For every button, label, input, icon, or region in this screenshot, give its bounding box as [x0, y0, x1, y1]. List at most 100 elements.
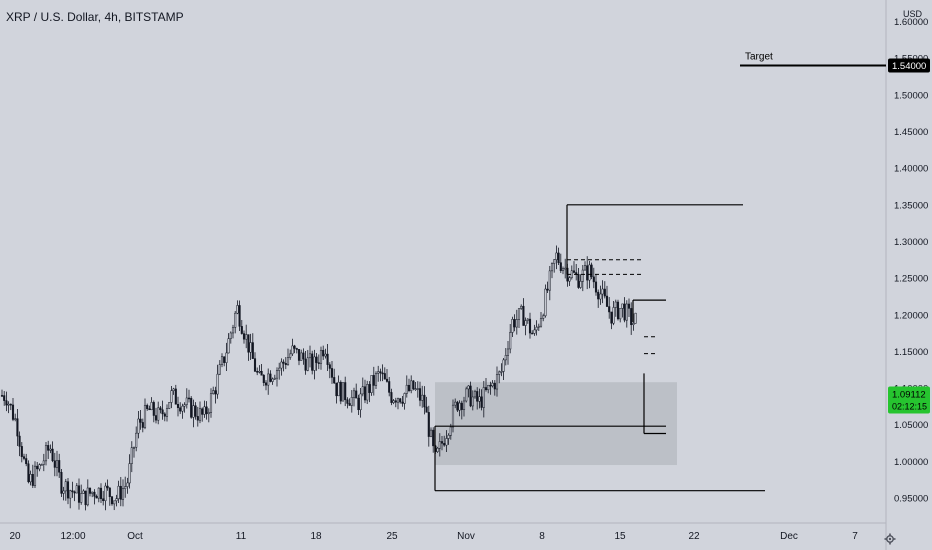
candle-body: [526, 318, 529, 321]
candle-body: [366, 384, 369, 401]
candle-body: [502, 359, 505, 372]
candle-body: [614, 301, 617, 308]
candle-body: [416, 388, 419, 390]
candle-body: [227, 338, 230, 354]
candle-body: [533, 329, 536, 334]
gear-icon[interactable]: [884, 533, 896, 545]
candle-body: [462, 400, 466, 410]
candle-body: [410, 380, 413, 391]
candle-body: [460, 402, 463, 410]
candle-body: [313, 356, 316, 371]
candle-body: [608, 306, 611, 313]
candle-body: [93, 491, 96, 497]
candle-body: [62, 490, 65, 494]
candle-body: [168, 402, 171, 409]
candle-body: [414, 388, 417, 390]
candle-body: [407, 384, 411, 391]
candle-body: [141, 422, 144, 428]
candle-body: [97, 487, 100, 499]
candle-body: [115, 498, 118, 502]
candle-body: [119, 485, 122, 500]
candle-body: [121, 488, 125, 500]
candle-body: [425, 406, 428, 413]
candle-body: [412, 380, 415, 390]
candle-body: [623, 303, 626, 321]
x-tick-label: Nov: [457, 531, 475, 542]
y-tick-label: 1.20000: [894, 310, 928, 321]
candle-body: [289, 353, 292, 358]
candle-body: [544, 288, 547, 317]
candle-body: [597, 291, 600, 300]
candle-body: [361, 386, 364, 395]
candle-body: [504, 355, 507, 361]
candle-body: [537, 325, 540, 328]
x-tick-label: 18: [310, 531, 322, 542]
candle-body: [16, 418, 19, 437]
candle-body: [605, 295, 609, 307]
candle-body: [9, 403, 12, 406]
candle-body: [619, 308, 622, 320]
candle-body: [69, 490, 72, 499]
candle-body: [302, 352, 305, 360]
candle-body: [432, 429, 435, 447]
candle-body: [49, 448, 52, 451]
candle-body: [542, 315, 545, 319]
candle-body: [132, 446, 136, 449]
candle-body: [399, 398, 402, 403]
y-tick-label: 1.35000: [894, 200, 928, 211]
candle-body: [304, 358, 307, 371]
candle-body: [559, 262, 562, 271]
candle-body: [280, 361, 283, 369]
candle-body: [82, 490, 85, 494]
candle-body: [335, 382, 338, 397]
candle-body: [229, 332, 232, 339]
candle-body: [495, 374, 499, 390]
candle-body: [196, 416, 199, 421]
candle-body: [553, 259, 556, 264]
candle-body: [73, 491, 76, 494]
last-price-label: 1.09112: [892, 390, 926, 401]
candle-body: [515, 319, 518, 328]
candle-body: [548, 270, 551, 291]
candle-body: [220, 356, 224, 365]
target-price-label: 1.54000: [892, 61, 926, 72]
candle-body: [185, 397, 188, 405]
candle-body: [53, 460, 56, 468]
candle-body: [557, 252, 560, 263]
candle-body: [390, 392, 393, 403]
candle-body: [165, 408, 169, 417]
candle-body: [561, 268, 565, 271]
candle-body: [150, 402, 153, 410]
candle-body: [205, 406, 208, 415]
candle-body: [493, 382, 496, 390]
candle-body: [146, 405, 149, 410]
candle-body: [236, 305, 239, 314]
candle-body: [438, 441, 441, 449]
candle-body: [223, 356, 226, 363]
candle-body: [401, 401, 404, 404]
candle-body: [350, 397, 353, 406]
candle-body: [317, 362, 320, 364]
candle-body: [251, 342, 254, 359]
candle-body: [161, 409, 164, 415]
candle-body: [330, 368, 334, 378]
candle-body: [300, 352, 303, 361]
candle-body: [599, 293, 602, 300]
y-tick-label: 1.40000: [894, 164, 928, 175]
candle-body: [506, 348, 510, 356]
candle-body: [454, 401, 457, 406]
candle-body: [465, 388, 468, 402]
candle-body: [379, 371, 382, 374]
candle-body: [531, 332, 534, 335]
candle-body: [174, 388, 177, 405]
candle-body: [139, 418, 142, 423]
chart-title: XRP / U.S. Dollar, 4h, BITSTAMP: [6, 10, 184, 24]
candle-body: [225, 352, 228, 363]
x-tick-label: 11: [236, 531, 247, 542]
candle-body: [267, 373, 270, 386]
candle-body: [187, 397, 191, 400]
candle-body: [423, 394, 426, 408]
candle-body: [42, 460, 45, 465]
